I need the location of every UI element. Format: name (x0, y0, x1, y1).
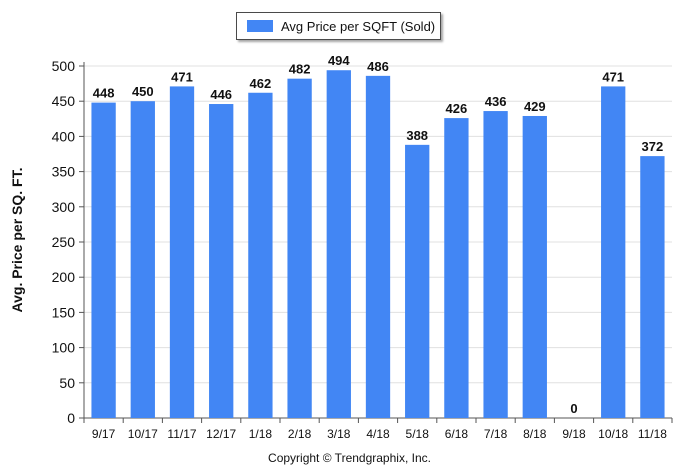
x-tick-label: 9/18 (562, 427, 586, 441)
bars (91, 70, 665, 419)
bar (91, 102, 116, 418)
x-tick-label: 3/18 (327, 427, 351, 441)
bar (209, 104, 234, 419)
data-label: 462 (250, 76, 272, 91)
bar (444, 118, 469, 418)
y-tick-label: 150 (52, 304, 76, 320)
y-tick-labels: 0 50 100 150 200 250 300 350 400 450 500 (52, 58, 76, 426)
x-tick-label: 2/18 (288, 427, 312, 441)
bar (483, 111, 508, 418)
x-tick-label: 12/17 (206, 427, 236, 441)
data-label: 436 (485, 94, 507, 109)
data-label: 388 (406, 128, 428, 143)
legend-label: Avg Price per SQFT (Sold) (281, 18, 436, 34)
bar (522, 115, 547, 418)
y-tick-label: 250 (52, 234, 76, 250)
y-axis-label: Avg. Price per SQ. FT. (9, 168, 25, 313)
x-tick-label: 5/18 (406, 427, 430, 441)
data-label: 429 (524, 99, 546, 114)
data-label: 0 (570, 401, 577, 416)
bar (601, 86, 626, 418)
x-tick-label: 11/17 (167, 427, 196, 441)
x-tick-label: 6/18 (445, 427, 469, 441)
legend: Avg Price per SQFT (Sold) (236, 12, 441, 40)
data-label: 426 (446, 101, 468, 116)
x-tick-label: 8/18 (523, 427, 547, 441)
data-label: 471 (602, 69, 624, 84)
data-label: 450 (132, 84, 154, 99)
y-tick-label: 500 (52, 58, 76, 74)
y-tick-label: 350 (52, 164, 76, 180)
bar (405, 144, 430, 418)
data-label: 446 (210, 87, 232, 102)
y-tick-label: 450 (52, 93, 76, 109)
bar (326, 70, 351, 418)
y-tick-label: 0 (67, 410, 75, 426)
copyright-text: Copyright © Trendgraphix, Inc. (268, 451, 431, 465)
y-tick-label: 300 (52, 199, 76, 215)
x-tick-label: 7/18 (484, 427, 508, 441)
data-label: 372 (642, 139, 664, 154)
x-tick-label: 10/18 (598, 427, 628, 441)
bar (130, 101, 155, 418)
x-tick-label: 1/18 (249, 427, 273, 441)
data-labels: 448 450 471 446 462 482 494 486 388 426 436 429 0 471… (93, 53, 664, 416)
data-label: 471 (171, 69, 193, 84)
x-tick-label: 9/17 (92, 427, 116, 441)
bar (169, 86, 195, 418)
x-tick-label: 11/18 (638, 427, 667, 441)
y-tick-label: 400 (52, 128, 76, 144)
data-label: 494 (328, 53, 350, 68)
x-tick-label: 10/17 (128, 427, 158, 441)
bar (640, 156, 665, 418)
legend-swatch (247, 20, 273, 32)
bar (365, 75, 391, 418)
data-label: 482 (289, 62, 311, 77)
bar (248, 92, 273, 418)
y-tick-label: 50 (59, 375, 75, 391)
data-label: 448 (93, 86, 115, 101)
y-tick-label: 100 (52, 340, 76, 356)
bar (287, 78, 312, 418)
data-label: 486 (367, 59, 389, 74)
y-tick-label: 200 (52, 269, 76, 285)
x-tick-label: 4/18 (366, 427, 390, 441)
x-tick-labels: 9/17 10/17 11/17 12/17 1/18 2/18 3/18 4/18 5/18 6… (92, 427, 667, 441)
